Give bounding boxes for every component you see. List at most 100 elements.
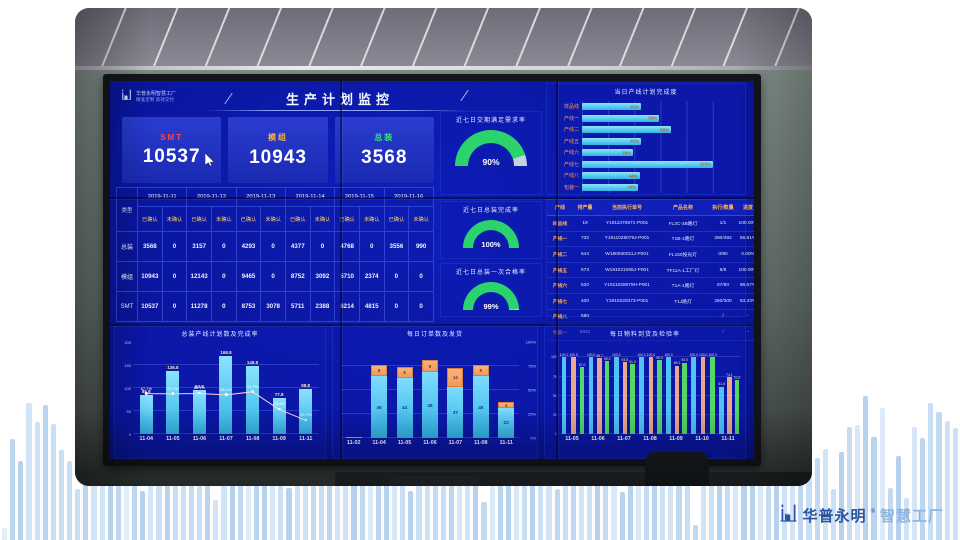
shipping-segment: 8	[396, 366, 413, 378]
bar-cell: 70.0	[733, 342, 741, 434]
bar-value: 95.0	[603, 356, 611, 361]
bar	[734, 380, 740, 434]
equalizer-bar	[359, 452, 365, 540]
bar-cell: 74.1	[726, 342, 733, 434]
right-axis-tick: 25%	[527, 411, 536, 417]
equalizer-bar	[627, 458, 633, 540]
x-axis-label: 11-05	[397, 440, 412, 446]
table-cell: TF11A-1工厂灯	[657, 262, 709, 279]
gridline	[559, 356, 741, 358]
dashboard-title: 生产计划监控	[285, 92, 394, 107]
bar	[571, 357, 576, 434]
sub-header: 已确认	[383, 206, 410, 232]
bar-cell: 100.0	[560, 342, 568, 434]
equalizer-bar	[570, 452, 576, 540]
line-status-table-panel: 产线 排产量 当前执行单号 产品名称 执行/数量 进度 样品线 19 Y1911070671-P…	[546, 199, 754, 341]
hbar: 45%	[582, 103, 641, 111]
watermark-logo: 华普永明 ® 智慧工厂	[778, 502, 944, 528]
table-row: 产线六 620 Y1911028079H-P001 T1A-1路灯 87/90 96.67…	[547, 277, 754, 294]
right-axis-tick: 0%	[530, 435, 536, 441]
bar	[630, 364, 635, 434]
hbar-value: 59%	[648, 115, 658, 121]
bar-value: 100.0	[708, 352, 717, 357]
bar	[727, 377, 732, 434]
hbar-row: 产线一 59%	[551, 112, 739, 124]
hbar-category: 产线八	[563, 173, 579, 180]
bar-cell: 100.0	[698, 342, 708, 434]
kpi-value: 10537	[142, 145, 201, 167]
right-axis-tick: 50%	[527, 387, 536, 393]
bar-series: 8 45 8 44 9 48 14 37 8 45 4 22	[341, 342, 519, 438]
table-cell: 产线七	[547, 293, 573, 310]
video-wall: 华普永明智慧工厂 精准定制 高效交付 生产计划监控 SMT 10537 模组 1094…	[103, 74, 761, 466]
equalizer-bar	[936, 412, 942, 540]
bar-cell: 100.0	[586, 342, 596, 434]
sub-header: 未确认	[358, 206, 385, 232]
equalizer-bar	[18, 461, 24, 540]
y-tick: 25	[553, 412, 557, 417]
line-point	[304, 418, 307, 422]
hbar-value: 68%	[660, 127, 669, 133]
date-header: 2019-11-12	[186, 187, 237, 207]
equalizer-bar	[603, 460, 609, 540]
equalizer-bar	[708, 460, 714, 540]
equalizer-bar	[903, 498, 909, 540]
bar-value: 74.1	[726, 372, 733, 377]
bar-value: 168.8	[220, 350, 232, 356]
kpi-tile: SMT 10537	[122, 117, 222, 183]
equalizer-bar	[676, 462, 682, 540]
x-axis-label: 11-08	[643, 436, 657, 442]
table-cell: 产线一	[547, 231, 573, 248]
equalizer-bar	[855, 425, 861, 540]
line-point-value: 53.4%	[273, 401, 285, 407]
table-cell: 620	[573, 277, 597, 294]
shipping-value: 14	[453, 375, 458, 381]
equalizer-bar	[879, 408, 885, 540]
equalizer-bar	[749, 451, 755, 540]
bar-value: 100.0	[586, 352, 596, 357]
bar-value: 100.0	[689, 352, 698, 357]
equalizer-bar	[34, 422, 40, 540]
bar-value: 100.0	[698, 352, 708, 357]
x-axis-label: 11-04	[372, 440, 386, 446]
table-cell: 1/1	[709, 215, 737, 232]
orders-segment: 44	[396, 377, 413, 438]
x-axis-label: 11-08	[245, 436, 260, 442]
equalizer-bar	[424, 473, 430, 540]
equalizer-bar	[42, 405, 48, 540]
right-axis-tick: 75%	[527, 363, 536, 369]
bar-cell: 100.0	[664, 342, 673, 434]
table-cell: 5711	[284, 291, 311, 322]
equalizer-bar	[205, 453, 211, 540]
table-cell: 732	[573, 231, 597, 248]
table-cell: 580	[573, 309, 597, 326]
table-cell: /	[709, 309, 737, 326]
bar	[719, 386, 724, 434]
sub-header: 未确认	[309, 206, 336, 232]
table-cell: 0	[408, 261, 434, 292]
bar	[682, 362, 687, 434]
line-point-value: 87.1%	[167, 385, 179, 391]
bar-value: 89.1	[673, 361, 681, 366]
equalizer-bar	[67, 461, 73, 540]
y-tick: 50	[126, 409, 131, 414]
table-header-cell: 排产量	[573, 200, 597, 216]
bar-cell: 100.0	[569, 342, 578, 434]
sub-header: 未确认	[161, 206, 188, 232]
bar-value: 94.8	[195, 384, 204, 390]
table-cell: 0	[309, 231, 336, 262]
bar-group: 100.0 89.1 93.0	[664, 342, 688, 434]
stacked-bar: 14 37	[447, 342, 464, 438]
line-point	[145, 392, 148, 395]
table-cell: 12143	[186, 261, 212, 292]
bar-value: 70.0	[733, 375, 741, 380]
gauge-value: 99%	[483, 302, 499, 311]
sub-header: 已确认	[137, 206, 163, 232]
y-tick: 150	[124, 363, 131, 368]
factory-logo-icon	[778, 502, 799, 528]
y-tick: 100	[551, 355, 557, 360]
line-point	[251, 390, 254, 393]
production-plan-table: 类型 2019-11-11 2019-11-12 2019-11-13 2019-11-…	[116, 187, 435, 322]
equalizer-bar	[587, 445, 593, 540]
plot-area: 8 45 8 44 9 48 14 37 8 45 4 22 100% 75% 50% 25% 0%	[341, 340, 536, 441]
